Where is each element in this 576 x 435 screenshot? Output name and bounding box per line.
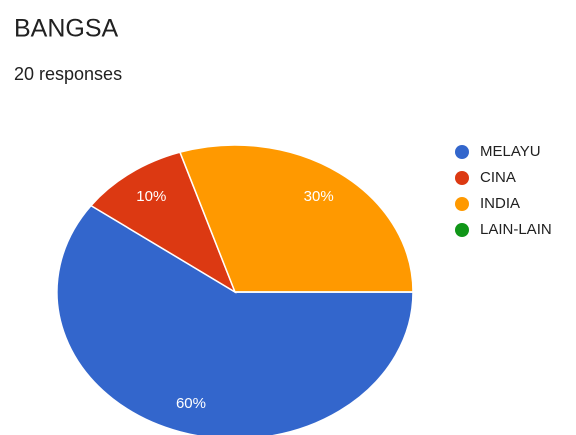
legend-marker xyxy=(455,171,469,185)
pie-slice xyxy=(89,151,237,294)
chart-subtitle: 20 responses xyxy=(14,64,122,84)
chart-title: BANGSA xyxy=(14,15,119,43)
pie-slice xyxy=(178,144,414,293)
legend-marker xyxy=(455,145,469,159)
legend-marker xyxy=(455,197,469,211)
pie: 60% 10% 30% xyxy=(56,144,414,435)
legend-label: CINA xyxy=(480,169,516,186)
slice-label: 60% xyxy=(176,395,206,412)
legend: MELAYU CINA INDIA LAIN-LAIN xyxy=(455,143,552,238)
slice-label: 10% xyxy=(136,188,166,205)
pie-slice xyxy=(56,204,414,435)
legend-label: LAIN-LAIN xyxy=(480,221,552,238)
legend-marker xyxy=(455,223,469,237)
legend-label: MELAYU xyxy=(480,143,541,160)
legend-label: INDIA xyxy=(480,195,520,212)
slice-label: 30% xyxy=(304,188,334,205)
